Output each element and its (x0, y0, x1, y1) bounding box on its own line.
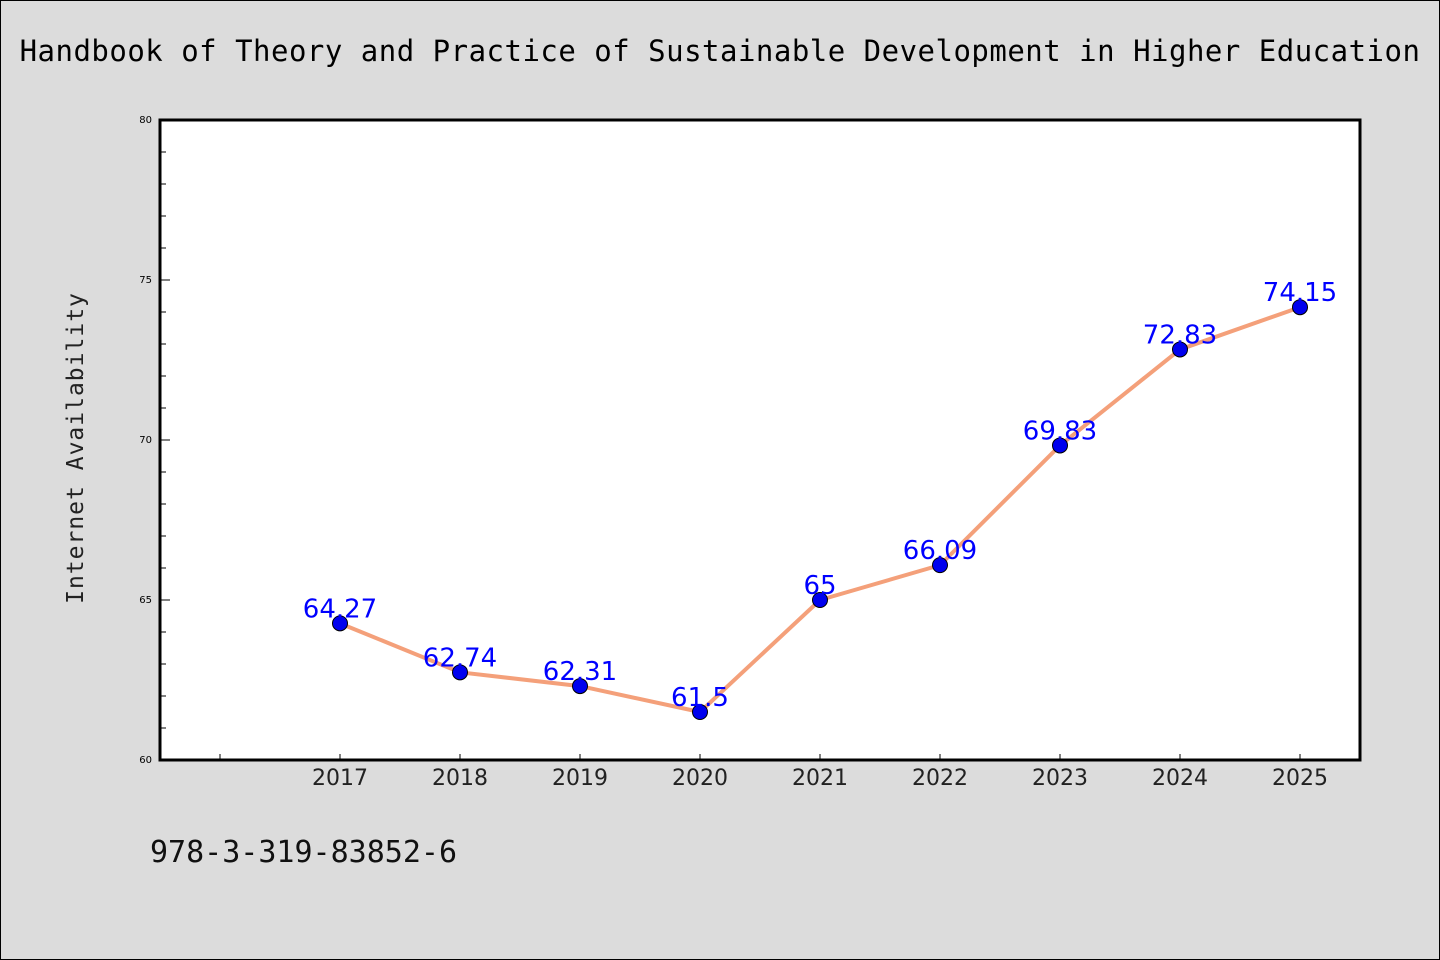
plot-area (160, 120, 1360, 760)
data-label: 64.27 (303, 594, 377, 624)
x-tick-label: 2025 (1272, 766, 1328, 791)
data-label: 72.83 (1143, 320, 1217, 350)
data-label: 69.83 (1023, 416, 1097, 446)
chart-title: Handbook of Theory and Practice of Susta… (19, 34, 1421, 68)
data-point-marker (332, 615, 348, 632)
data-point-marker (1172, 341, 1188, 358)
data-point-marker (452, 664, 468, 681)
data-label: 62.74 (423, 643, 497, 673)
isbn-text: 978-3-319-83852-6 (150, 835, 458, 870)
data-label: 62.31 (543, 657, 617, 687)
data-point-marker (932, 557, 948, 574)
x-tick-label: 2018 (432, 766, 488, 791)
data-point-marker (572, 678, 588, 695)
y-tick-label: 80 (139, 115, 152, 126)
y-tick-label: 60 (139, 755, 152, 766)
x-tick-label: 2023 (1032, 766, 1088, 791)
x-tick-label: 2020 (672, 766, 728, 791)
y-tick-label: 70 (139, 435, 152, 446)
data-point-marker (812, 592, 828, 608)
plot-border (158, 118, 1362, 762)
x-tick-label: 2021 (792, 766, 848, 791)
x-tick-label: 2022 (912, 766, 968, 791)
y-tick-label: 75 (139, 275, 152, 286)
data-label: 74.15 (1263, 278, 1337, 308)
data-label: 65 (803, 571, 836, 601)
x-tick-label: 2017 (312, 766, 368, 791)
data-point-marker (1292, 299, 1308, 316)
x-tick-label: 2024 (1152, 766, 1208, 791)
x-tick-label: 2019 (552, 766, 608, 791)
data-label: 66.09 (903, 536, 977, 566)
data-point-marker (692, 704, 708, 720)
y-tick-label: 65 (139, 595, 152, 606)
data-point-marker (1052, 437, 1068, 454)
data-label: 61.5 (671, 683, 729, 713)
